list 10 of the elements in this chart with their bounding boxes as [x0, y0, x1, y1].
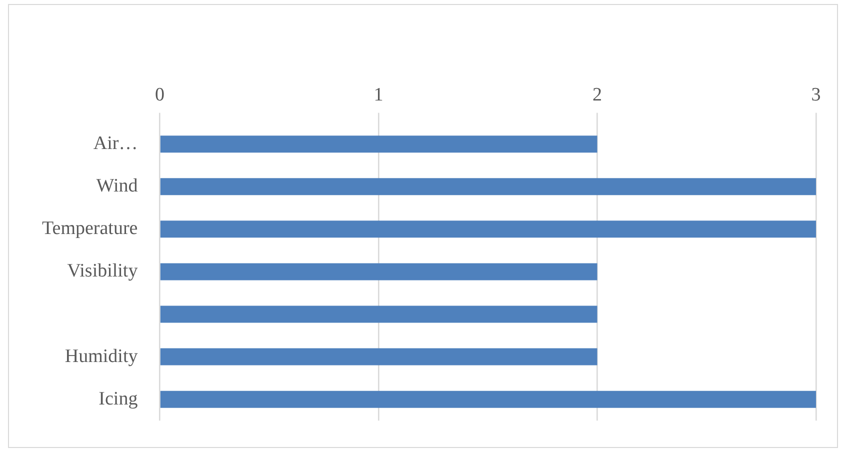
- x-tick-label: 2: [592, 84, 602, 106]
- y-tick-label: Humidity: [64, 346, 138, 367]
- y-tick-label: Wind: [96, 176, 138, 197]
- y-tick-label: Visibility: [67, 260, 138, 282]
- x-tick-label: 0: [154, 84, 164, 106]
- x-tick-label: 3: [811, 84, 821, 106]
- y-tick-label: Icing: [98, 388, 138, 410]
- x-tick-label: 1: [374, 84, 384, 106]
- y-tick-label: Temperature: [42, 218, 138, 240]
- y-tick-label: Air…: [93, 133, 138, 154]
